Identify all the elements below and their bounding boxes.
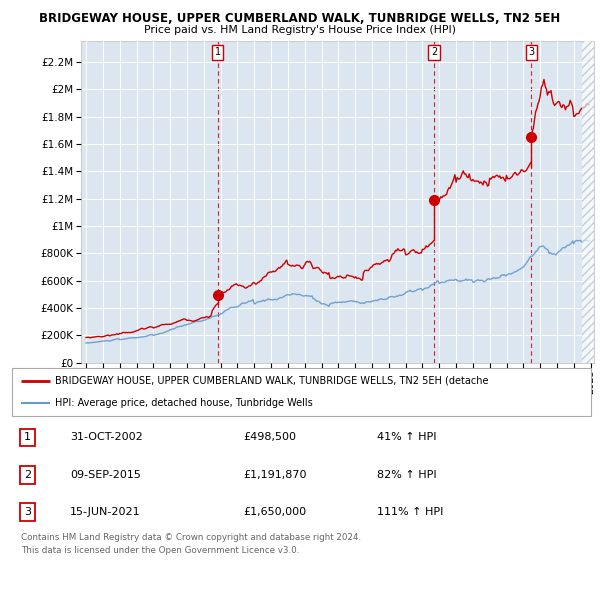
Text: £1,191,870: £1,191,870	[244, 470, 307, 480]
Text: £498,500: £498,500	[244, 432, 296, 442]
Polygon shape	[582, 41, 594, 363]
Text: £1,650,000: £1,650,000	[244, 507, 307, 517]
Text: HPI: Average price, detached house, Tunbridge Wells: HPI: Average price, detached house, Tunb…	[55, 398, 313, 408]
Text: 41% ↑ HPI: 41% ↑ HPI	[377, 432, 436, 442]
Text: 2: 2	[431, 47, 437, 57]
Text: BRIDGEWAY HOUSE, UPPER CUMBERLAND WALK, TUNBRIDGE WELLS, TN2 5EH (detache: BRIDGEWAY HOUSE, UPPER CUMBERLAND WALK, …	[55, 376, 489, 386]
Text: 3: 3	[24, 507, 31, 517]
Text: 2: 2	[24, 470, 31, 480]
Text: 82% ↑ HPI: 82% ↑ HPI	[377, 470, 436, 480]
Text: 1: 1	[215, 47, 221, 57]
Text: This data is licensed under the Open Government Licence v3.0.: This data is licensed under the Open Gov…	[21, 546, 299, 555]
Text: 3: 3	[528, 47, 534, 57]
Text: BRIDGEWAY HOUSE, UPPER CUMBERLAND WALK, TUNBRIDGE WELLS, TN2 5EH: BRIDGEWAY HOUSE, UPPER CUMBERLAND WALK, …	[40, 12, 560, 25]
Text: 31-OCT-2002: 31-OCT-2002	[70, 432, 143, 442]
Text: Contains HM Land Registry data © Crown copyright and database right 2024.: Contains HM Land Registry data © Crown c…	[21, 533, 361, 542]
Text: Price paid vs. HM Land Registry's House Price Index (HPI): Price paid vs. HM Land Registry's House …	[144, 25, 456, 35]
Text: 09-SEP-2015: 09-SEP-2015	[70, 470, 141, 480]
Text: 15-JUN-2021: 15-JUN-2021	[70, 507, 140, 517]
Text: 111% ↑ HPI: 111% ↑ HPI	[377, 507, 443, 517]
Text: 1: 1	[24, 432, 31, 442]
